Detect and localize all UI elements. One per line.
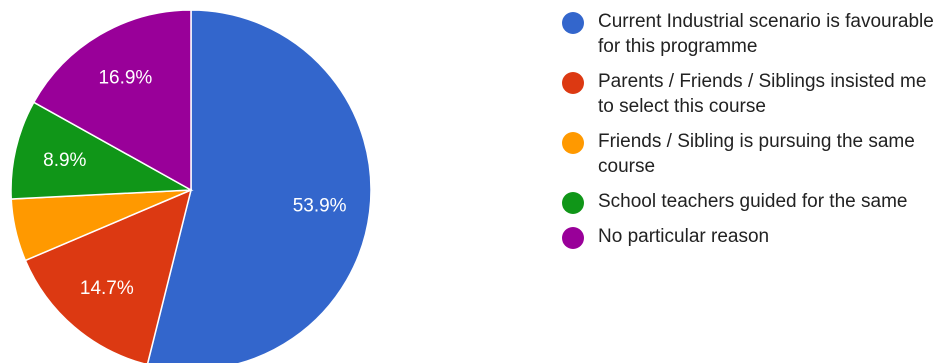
slice-value-label: 53.9% [293, 195, 347, 216]
legend-item-no-particular-reason[interactable]: No particular reason [562, 224, 940, 249]
legend-label: No particular reason [598, 226, 770, 247]
pie-slice-school-teachers-guided-for-the-same[interactable] [10, 101, 194, 200]
slice-value-label: 16.9% [98, 68, 152, 89]
legend-item-current-industrial-scenario-is-favourable-for-this-programme[interactable]: Current Industrial scenario is favourabl… [562, 9, 940, 59]
pie-slice-no-particular-reason[interactable] [32, 9, 192, 192]
legend-swatch [562, 227, 584, 249]
slice-value-label: 8.9% [43, 150, 86, 171]
legend-label: School teachers guided for the same [598, 191, 908, 212]
pie-slice-current-industrial-scenario-is-favourable-for-this-programme[interactable] [146, 9, 372, 363]
legend-swatch [562, 132, 584, 154]
legend-label: Parents / Friends / Siblings insisted me… [598, 71, 927, 117]
chart-legend: Current Industrial scenario is favourabl… [562, 9, 940, 259]
legend-item-school-teachers-guided-for-the-same[interactable]: School teachers guided for the same [562, 189, 940, 214]
legend-item-parents-friends-siblings-insisted-me-to-select-this-course[interactable]: Parents / Friends / Siblings insisted me… [562, 69, 940, 119]
slice-value-label: 14.7% [80, 278, 134, 299]
legend-label: Friends / Sibling is pursuing the same c… [598, 131, 915, 177]
legend-swatch [562, 72, 584, 94]
legend-label: Current Industrial scenario is favourabl… [598, 11, 934, 57]
pie-slice-parents-friends-siblings-insisted-me-to-select-this-course[interactable] [24, 188, 193, 363]
legend-swatch [562, 192, 584, 214]
legend-swatch [562, 12, 584, 34]
pie-chart: 53.9% 14.7% 8.9% 16.9% [10, 9, 372, 363]
legend-item-friends-sibling-is-pursuing-the-same-course[interactable]: Friends / Sibling is pursuing the same c… [562, 129, 940, 179]
